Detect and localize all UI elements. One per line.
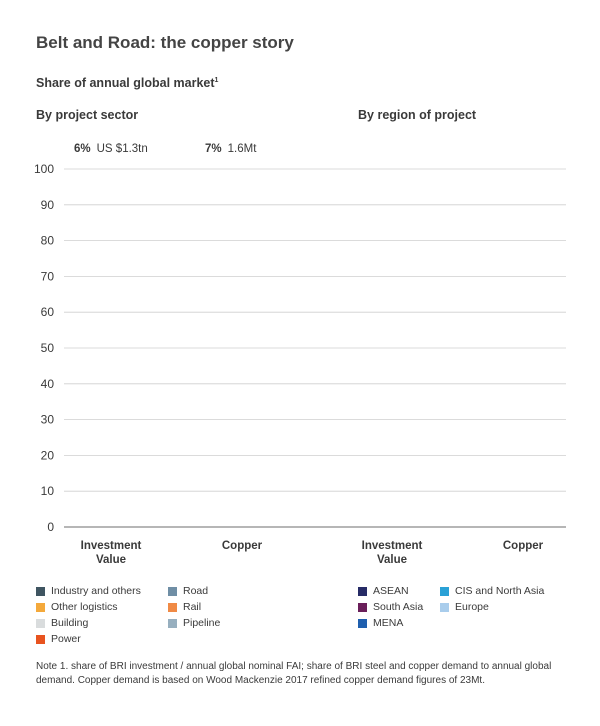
legend-swatch — [36, 602, 45, 612]
legend-item: Pipeline — [168, 617, 220, 629]
y-tick-label: 70 — [41, 269, 55, 283]
legend-item: Building — [36, 617, 88, 629]
legend-label: CIS and North Asia — [455, 585, 545, 597]
legend-label: Rail — [183, 601, 202, 613]
y-tick-label: 40 — [41, 377, 55, 391]
legend-item: South Asia — [358, 601, 423, 613]
x-category-label: Copper — [222, 540, 263, 552]
x-category-label: Copper — [503, 540, 544, 552]
subtitle-text: Share of annual global market — [36, 76, 215, 90]
legend-item: Rail — [168, 601, 201, 613]
legend-swatch — [168, 618, 177, 628]
y-tick-label: 100 — [34, 162, 54, 176]
legend-swatch — [168, 602, 177, 612]
legend-swatch — [36, 586, 45, 596]
footnote-mark: 1 — [214, 76, 219, 84]
y-tick-label: 90 — [41, 198, 55, 212]
legend-swatch — [168, 586, 177, 596]
legend-swatch — [358, 586, 367, 596]
y-tick-label: 60 — [41, 305, 55, 319]
annotation-copper-value: 1.6Mt — [227, 143, 257, 155]
annotation-copper-pct: 7% — [205, 143, 222, 155]
annotation-copper: 7% 1.6Mt — [205, 143, 256, 155]
section-label-region: By region of project — [358, 108, 477, 122]
x-category-label: Investment — [362, 540, 423, 552]
x-category-label: Value — [96, 554, 126, 566]
legend-swatch — [36, 634, 45, 644]
y-tick-label: 0 — [47, 520, 54, 534]
legend-label: Power — [51, 633, 81, 645]
legend-sector: Industry and others Other logistics Buildi… — [36, 585, 336, 655]
x-category-label: Investment — [81, 540, 142, 552]
legend-label: Europe — [455, 601, 489, 613]
legend-item: Road — [168, 585, 208, 597]
legend-label: Road — [183, 585, 209, 597]
annotation-investment-pct: 6% — [74, 143, 91, 155]
legend-label: Building — [51, 617, 89, 629]
legend-item: MENA — [358, 617, 403, 629]
y-tick-label: 80 — [41, 234, 55, 248]
y-tick-label: 20 — [41, 448, 55, 462]
legend-item: CIS and North Asia — [440, 585, 544, 597]
chart-area: 0 10 20 30 40 50 60 70 80 90 100 Investment Value Cop… — [34, 162, 566, 566]
section-label-sector: By project sector — [36, 108, 139, 122]
legend-label: Industry and others — [51, 585, 141, 597]
legend-label: ASEAN — [373, 585, 409, 597]
legend-swatch — [36, 618, 45, 628]
legend-item: Industry and others — [36, 585, 141, 597]
legend-label: MENA — [373, 617, 404, 629]
legend-region: ASEAN South Asia MENA CIS and North Asia Eur… — [358, 585, 588, 635]
y-tick-label: 50 — [41, 341, 55, 355]
legend-item: Other logistics — [36, 601, 118, 613]
x-category-label: Value — [377, 554, 407, 566]
legend-item: Power — [36, 633, 81, 645]
legend-swatch — [358, 618, 367, 628]
chart-subtitle: Share of annual global market1 — [36, 76, 218, 90]
annotation-investment-value: US $1.3tn — [96, 143, 148, 155]
legend-item: Europe — [440, 601, 489, 613]
annotation-investment: 6% US $1.3tn — [74, 143, 148, 155]
legend-label: South Asia — [373, 601, 424, 613]
y-tick-label: 30 — [41, 413, 55, 427]
footnote: Note 1. share of BRI investment / annual… — [36, 661, 552, 686]
legend-item: ASEAN — [358, 585, 409, 597]
legend-label: Pipeline — [183, 617, 221, 629]
chart-title: Belt and Road: the copper story — [36, 33, 294, 52]
legend-swatch — [440, 586, 449, 596]
legend-swatch — [358, 602, 367, 612]
y-tick-label: 10 — [41, 484, 55, 498]
legend-label: Other logistics — [51, 601, 118, 613]
legend-swatch — [440, 602, 449, 612]
